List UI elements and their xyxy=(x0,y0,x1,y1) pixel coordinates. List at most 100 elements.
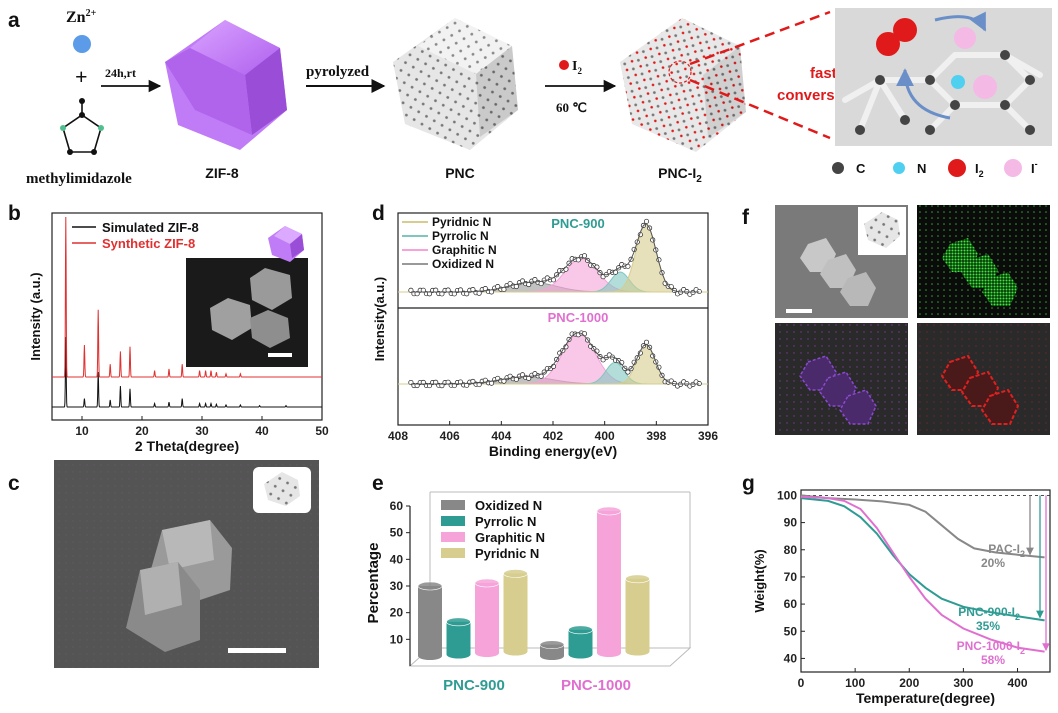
y-tick-label: 70 xyxy=(784,570,798,584)
bar-bottom xyxy=(446,650,471,659)
y-axis-label: Intensity (a.u.) xyxy=(28,272,43,360)
eds-mapping xyxy=(775,205,1050,435)
tga-series-line xyxy=(800,497,1045,622)
x-tick-label: 300 xyxy=(953,676,973,690)
atom-legend: C N I2 I- xyxy=(832,159,1038,179)
x-axis-label: Binding energy(eV) xyxy=(489,443,617,459)
bar xyxy=(597,511,621,653)
bar xyxy=(475,583,499,653)
temperature-label: 60 ℃ xyxy=(556,100,587,115)
zif8-crystal xyxy=(165,20,287,150)
panel-label-g: g xyxy=(742,472,755,495)
xps-data-point xyxy=(433,379,439,385)
xrd-series-line xyxy=(52,336,322,408)
panel-label-e: e xyxy=(372,472,384,495)
zif8-label: ZIF-8 xyxy=(205,165,239,181)
annotation-label: PNC-900-I2 xyxy=(958,605,1020,622)
y-axis-label: Percentage xyxy=(365,543,382,624)
pnc-sem-image xyxy=(54,460,319,668)
x-tick-label: 200 xyxy=(899,676,919,690)
legend-swatch xyxy=(441,532,465,542)
y-tick-label: 40 xyxy=(784,651,798,665)
bar xyxy=(503,573,528,652)
x-tick-label: 400 xyxy=(595,429,615,443)
xps-data-point xyxy=(439,383,445,389)
xps-panel-title: PNC-900 xyxy=(551,216,604,231)
xps-data-point xyxy=(643,218,650,224)
carbon-legend-icon xyxy=(832,162,844,174)
legend-label: Graphitic N xyxy=(475,530,545,545)
y-axis-label: Weight(%) xyxy=(752,549,767,612)
category-label: PNC-1000 xyxy=(561,677,631,694)
bar-top xyxy=(625,574,650,584)
xrd-chart: 10 20 30 40 50 2 Theta(degree) Intensity (a.u.… xyxy=(28,212,329,454)
x-axis-label: 2 Theta(degree) xyxy=(135,438,239,454)
x-tick-label: 100 xyxy=(845,676,865,690)
legend-label: Synthetic ZIF-8 xyxy=(102,236,195,251)
bar-top xyxy=(474,578,500,588)
x-tick-label: 402 xyxy=(543,429,563,443)
zn-ion xyxy=(73,35,91,53)
bar-top xyxy=(596,506,622,516)
methylimidazole-label: methylimidazole xyxy=(26,171,132,187)
scale-bar xyxy=(268,353,292,357)
legend-label: Pyridnic N xyxy=(432,215,491,229)
annotation-label: PNC-1000-I2 xyxy=(957,639,1025,656)
bar-bottom xyxy=(418,652,442,660)
tga-series-line xyxy=(800,494,1045,559)
legend-label: Oxidized N xyxy=(475,498,542,513)
svg-text:I-: I- xyxy=(1031,159,1038,176)
y-tick-label: 60 xyxy=(784,597,798,611)
xps-envelope xyxy=(410,223,700,293)
y-tick-label: 80 xyxy=(784,543,798,557)
y-tick-label: 30 xyxy=(390,579,404,593)
panel-label-f: f xyxy=(742,206,750,229)
bar-bottom xyxy=(503,647,528,656)
molecular-model xyxy=(835,8,1052,146)
bar-bottom xyxy=(568,650,593,659)
legend-label: Simulated ZIF-8 xyxy=(102,220,199,235)
y-tick-label: 100 xyxy=(777,488,797,502)
y-tick-label: 60 xyxy=(390,499,404,513)
category-label: PNC-900 xyxy=(443,677,505,694)
condition-24h: 24h,rt xyxy=(105,66,136,80)
plus-sign: + xyxy=(75,64,88,89)
panel-label-a: a xyxy=(8,9,20,32)
bar-top xyxy=(568,625,593,635)
nitrogen-legend-icon xyxy=(893,162,905,174)
pnc-i2-crystal xyxy=(620,18,746,152)
methylimidazole-structure xyxy=(62,102,102,153)
pyrolyzed-label: pyrolyzed xyxy=(306,64,370,80)
svg-text:N: N xyxy=(917,161,926,176)
x-tick-label: 10 xyxy=(75,424,89,438)
x-tick-label: 0 xyxy=(798,676,805,690)
bar-bottom xyxy=(475,649,499,657)
zoom-line-bottom xyxy=(689,78,831,140)
x-tick-label: 408 xyxy=(388,429,408,443)
tga-series-line xyxy=(800,495,1045,653)
legend-label: Pyridnic N xyxy=(475,546,539,561)
xps-envelope xyxy=(410,332,700,385)
iodide-legend-icon xyxy=(1004,159,1022,177)
y-tick-label: 10 xyxy=(390,632,404,646)
plot-frame xyxy=(51,212,323,421)
fast-label: fast xyxy=(810,65,837,82)
xps-data-point xyxy=(643,339,650,345)
xps-data-point xyxy=(408,287,414,293)
legend-label: Graphitic N xyxy=(432,243,497,257)
zoom-line-top xyxy=(689,10,831,66)
scale-bar-c xyxy=(228,648,286,653)
legend-label: Pyrrolic N xyxy=(475,514,536,529)
bar-top xyxy=(503,569,528,578)
plot-frame xyxy=(800,489,1051,673)
x-tick-label: 406 xyxy=(440,429,460,443)
panel-label-b: b xyxy=(8,202,21,225)
bar-bottom xyxy=(540,652,564,660)
xps-data-point xyxy=(563,266,569,272)
y-axis-label: Intensity(a.u.) xyxy=(372,277,387,362)
x-tick-label: 396 xyxy=(698,429,718,443)
annotation-value: 35% xyxy=(976,619,1000,633)
y-tick-label: 20 xyxy=(390,606,404,620)
x-tick-label: 398 xyxy=(646,429,666,443)
